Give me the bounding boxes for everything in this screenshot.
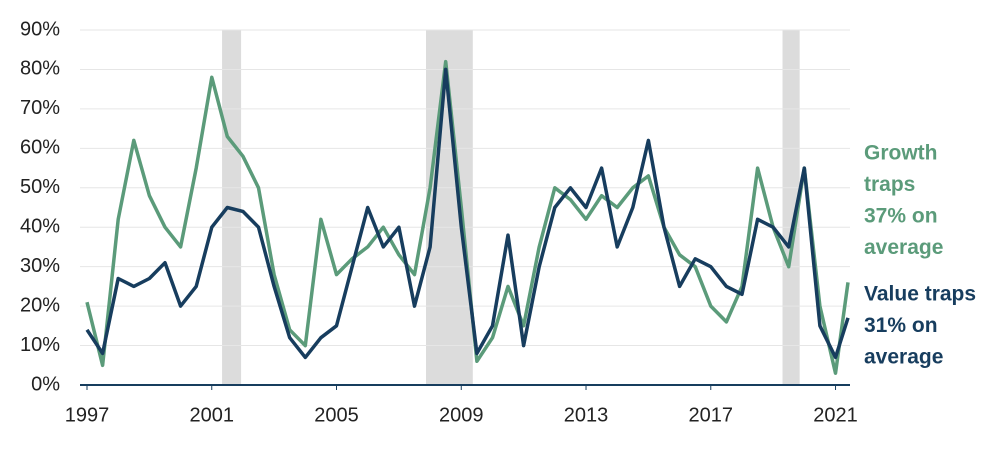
x-tick-label: 2005 — [314, 404, 359, 426]
annotation: 31% on — [864, 314, 938, 337]
y-tick-label: 40% — [20, 216, 60, 238]
y-tick-label: 10% — [20, 334, 60, 356]
shaded-range — [782, 30, 800, 385]
y-tick-label: 70% — [20, 97, 60, 119]
annotation: 37% on — [864, 205, 938, 228]
y-tick-label: 60% — [20, 137, 60, 159]
y-tick-label: 80% — [20, 58, 60, 80]
annotation: Growth — [864, 142, 938, 165]
y-tick-label: 20% — [20, 294, 60, 316]
x-tick-label: 2001 — [190, 404, 235, 426]
x-tick-label: 2021 — [813, 404, 858, 426]
y-tick-label: 30% — [20, 255, 60, 277]
x-tick-label: 2013 — [564, 404, 609, 426]
annotation: traps — [864, 173, 915, 196]
x-tick-label: 2017 — [689, 404, 734, 426]
x-tick-label: 2009 — [439, 404, 484, 426]
annotation: Value traps — [864, 283, 976, 306]
annotation: average — [864, 346, 943, 369]
annotation: average — [864, 236, 943, 259]
series-line — [85, 67, 850, 360]
y-tick-label: 90% — [20, 18, 60, 40]
y-tick-label: 0% — [31, 373, 60, 395]
y-tick-label: 50% — [20, 176, 60, 198]
x-tick-label: 1997 — [65, 404, 110, 426]
